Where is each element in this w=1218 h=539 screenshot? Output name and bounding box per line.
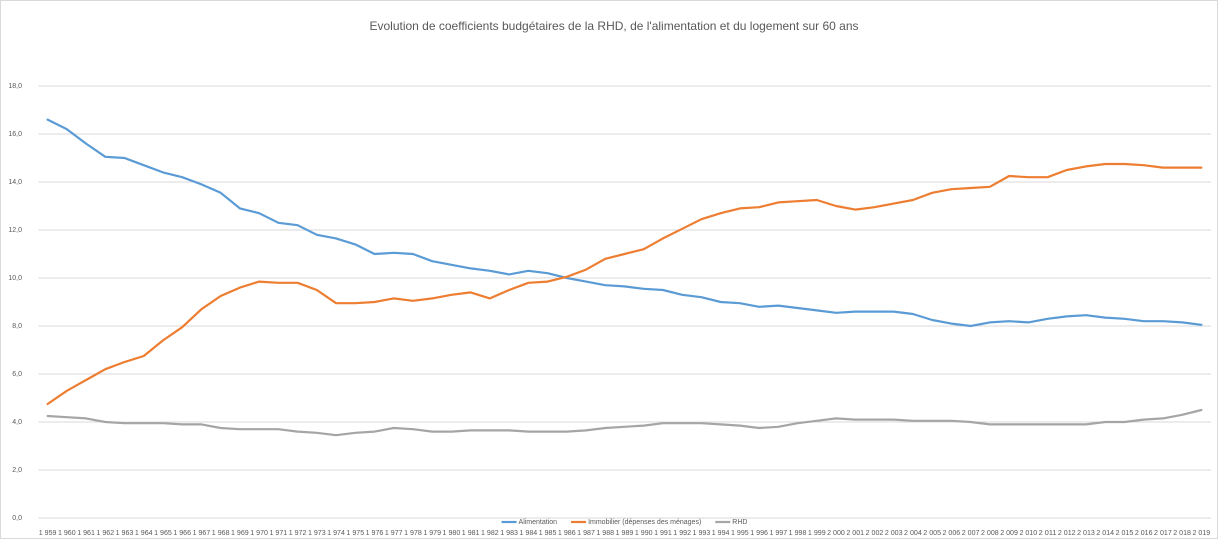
x-tick-label: 1 980 [443,530,461,537]
x-tick-label: 1 968 [212,530,230,537]
x-tick-label: 2 018 [1173,530,1191,537]
x-tick-label: 1 982 [481,530,499,537]
x-tick-label: 1 970 [250,530,268,537]
x-tick-label: 1 981 [462,530,480,537]
x-tick-label: 1 972 [289,530,307,537]
y-tick-label: 4,0 [12,419,22,426]
x-tick-label: 1 963 [116,530,134,537]
x-tick-label: 2 005 [923,530,941,537]
x-tick-label: 2 019 [1193,530,1211,537]
x-tick-label: 2 003 [885,530,903,537]
x-tick-label: 1 992 [673,530,691,537]
x-tick-label: 1 989 [616,530,634,537]
x-tick-label: 2 011 [1039,530,1057,537]
x-tick-label: 1 990 [635,530,653,537]
x-tick-label: 2 001 [846,530,864,537]
x-tick-label: 2 013 [1077,530,1095,537]
x-tick-label: 1 974 [327,530,345,537]
x-tick-label: 1 998 [789,530,807,537]
x-tick-label: 1 967 [193,530,211,537]
x-tick-label: 1 961 [77,530,95,537]
x-tick-label: 1 995 [731,530,749,537]
x-tick-label: 1 966 [173,530,191,537]
legend-label: Alimentation [519,519,558,526]
x-tick-label: 1 976 [366,530,384,537]
x-tick-label: 2 015 [1116,530,1134,537]
series-line [46,162,1203,406]
x-tick-label: 1 984 [519,530,537,537]
x-tick-label: 1 985 [539,530,557,537]
x-tick-label: 1 996 [750,530,768,537]
x-tick-label: 2 002 [866,530,884,537]
y-tick-label: 10,0 [8,275,22,282]
x-tick-label: 1 960 [58,530,76,537]
x-tick-label: 1 979 [423,530,441,537]
x-tick-label: 1 971 [270,530,288,537]
x-tick-label: 1 959 [39,530,57,537]
x-tick-label: 2 006 [943,530,961,537]
chart-title: Evolution de coefficients budgétaires de… [369,19,858,33]
legend-label: Immobilier (dépenses des ménages) [588,519,701,526]
y-tick-label: 18,0 [8,83,22,90]
x-tick-label: 1 975 [346,530,364,537]
x-tick-label: 2 004 [904,530,922,537]
x-tick-label: 1 962 [96,530,114,537]
x-tick-label: 2 017 [1154,530,1172,537]
x-tick-label: 1 986 [558,530,576,537]
y-tick-label: 2,0 [12,467,22,474]
y-tick-label: 16,0 [8,131,22,138]
y-tick-label: 0,0 [12,515,22,522]
x-tick-label: 2 016 [1135,530,1153,537]
x-tick-label: 1 965 [154,530,172,537]
x-tick-label: 1 999 [808,530,826,537]
x-tick-label: 1 969 [231,530,249,537]
x-tick-label: 1 964 [135,530,153,537]
y-tick-label: 6,0 [12,371,22,378]
x-tick-label: 1 977 [385,530,403,537]
x-tick-label: 1 993 [693,530,711,537]
series-line [46,118,1203,328]
x-tick-label: 1 988 [596,530,614,537]
x-tick-label: 2 010 [1019,530,1037,537]
x-tick-label: 1 997 [769,530,787,537]
legend-label: RHD [732,519,747,526]
x-tick-label: 1 991 [654,530,672,537]
series-line [46,408,1203,437]
x-tick-label: 2 014 [1096,530,1114,537]
y-tick-label: 14,0 [8,179,22,186]
x-tick-label: 1 978 [404,530,422,537]
x-tick-label: 1 994 [712,530,730,537]
x-tick-label: 1 987 [577,530,595,537]
x-tick-label: 2 009 [1000,530,1018,537]
x-tick-label: 1 973 [308,530,326,537]
x-tick-label: 2 012 [1058,530,1076,537]
x-tick-label: 2 007 [962,530,980,537]
x-tick-label: 2 000 [827,530,845,537]
y-tick-label: 8,0 [12,323,22,330]
x-tick-label: 1 983 [500,530,518,537]
y-tick-label: 12,0 [8,227,22,234]
x-tick-label: 2 008 [981,530,999,537]
